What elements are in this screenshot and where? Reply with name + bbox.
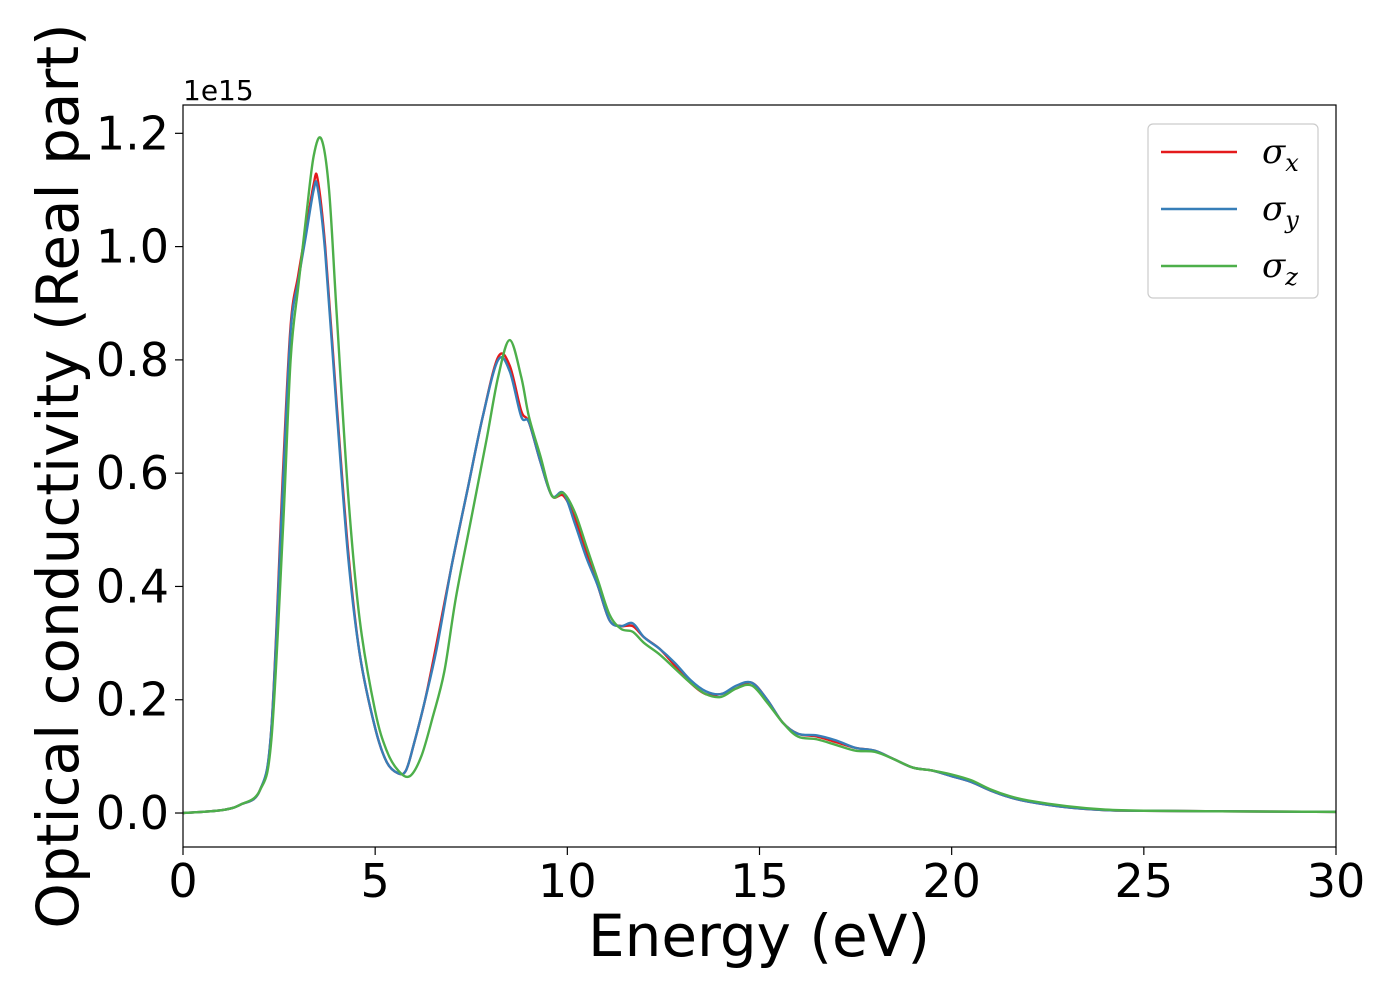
y-tick-label: 0.2 [96,673,169,727]
series-lines [182,136,1337,815]
y-tick-label: 1.0 [96,220,169,274]
x-tick-label: 25 [1115,854,1174,908]
x-tick-label: 30 [1307,854,1366,908]
y-axis-ticks: 0.0 0.2 0.4 0.6 0.8 1.0 1.2 [96,106,183,840]
y-tick-label: 0.8 [96,333,169,387]
y-tick-label: 0.0 [96,786,169,840]
y-offset-label: 1e15 [183,74,254,107]
y-tick-label: 0.4 [96,559,169,613]
y-axis-label: Optical conductivity (Real part) [24,23,92,928]
legend-label-x: σx [1262,132,1299,177]
x-tick-label: 0 [168,854,197,908]
legend-label-y: σy [1262,189,1299,234]
legend: σx σy σz [1147,123,1319,299]
legend-label-z: σz [1262,246,1298,291]
x-tick-label: 5 [361,854,390,908]
x-axis-label: Energy (eV) [588,902,930,970]
x-tick-label: 20 [922,854,981,908]
x-tick-label: 10 [538,854,597,908]
x-tick-label: 15 [730,854,789,908]
y-tick-label: 0.6 [96,446,169,500]
series-line-z [182,136,1337,815]
y-tick-label: 1.2 [96,106,169,160]
legend-box [1147,123,1319,299]
x-axis-ticks: 0 5 10 15 20 25 30 [168,847,1365,908]
